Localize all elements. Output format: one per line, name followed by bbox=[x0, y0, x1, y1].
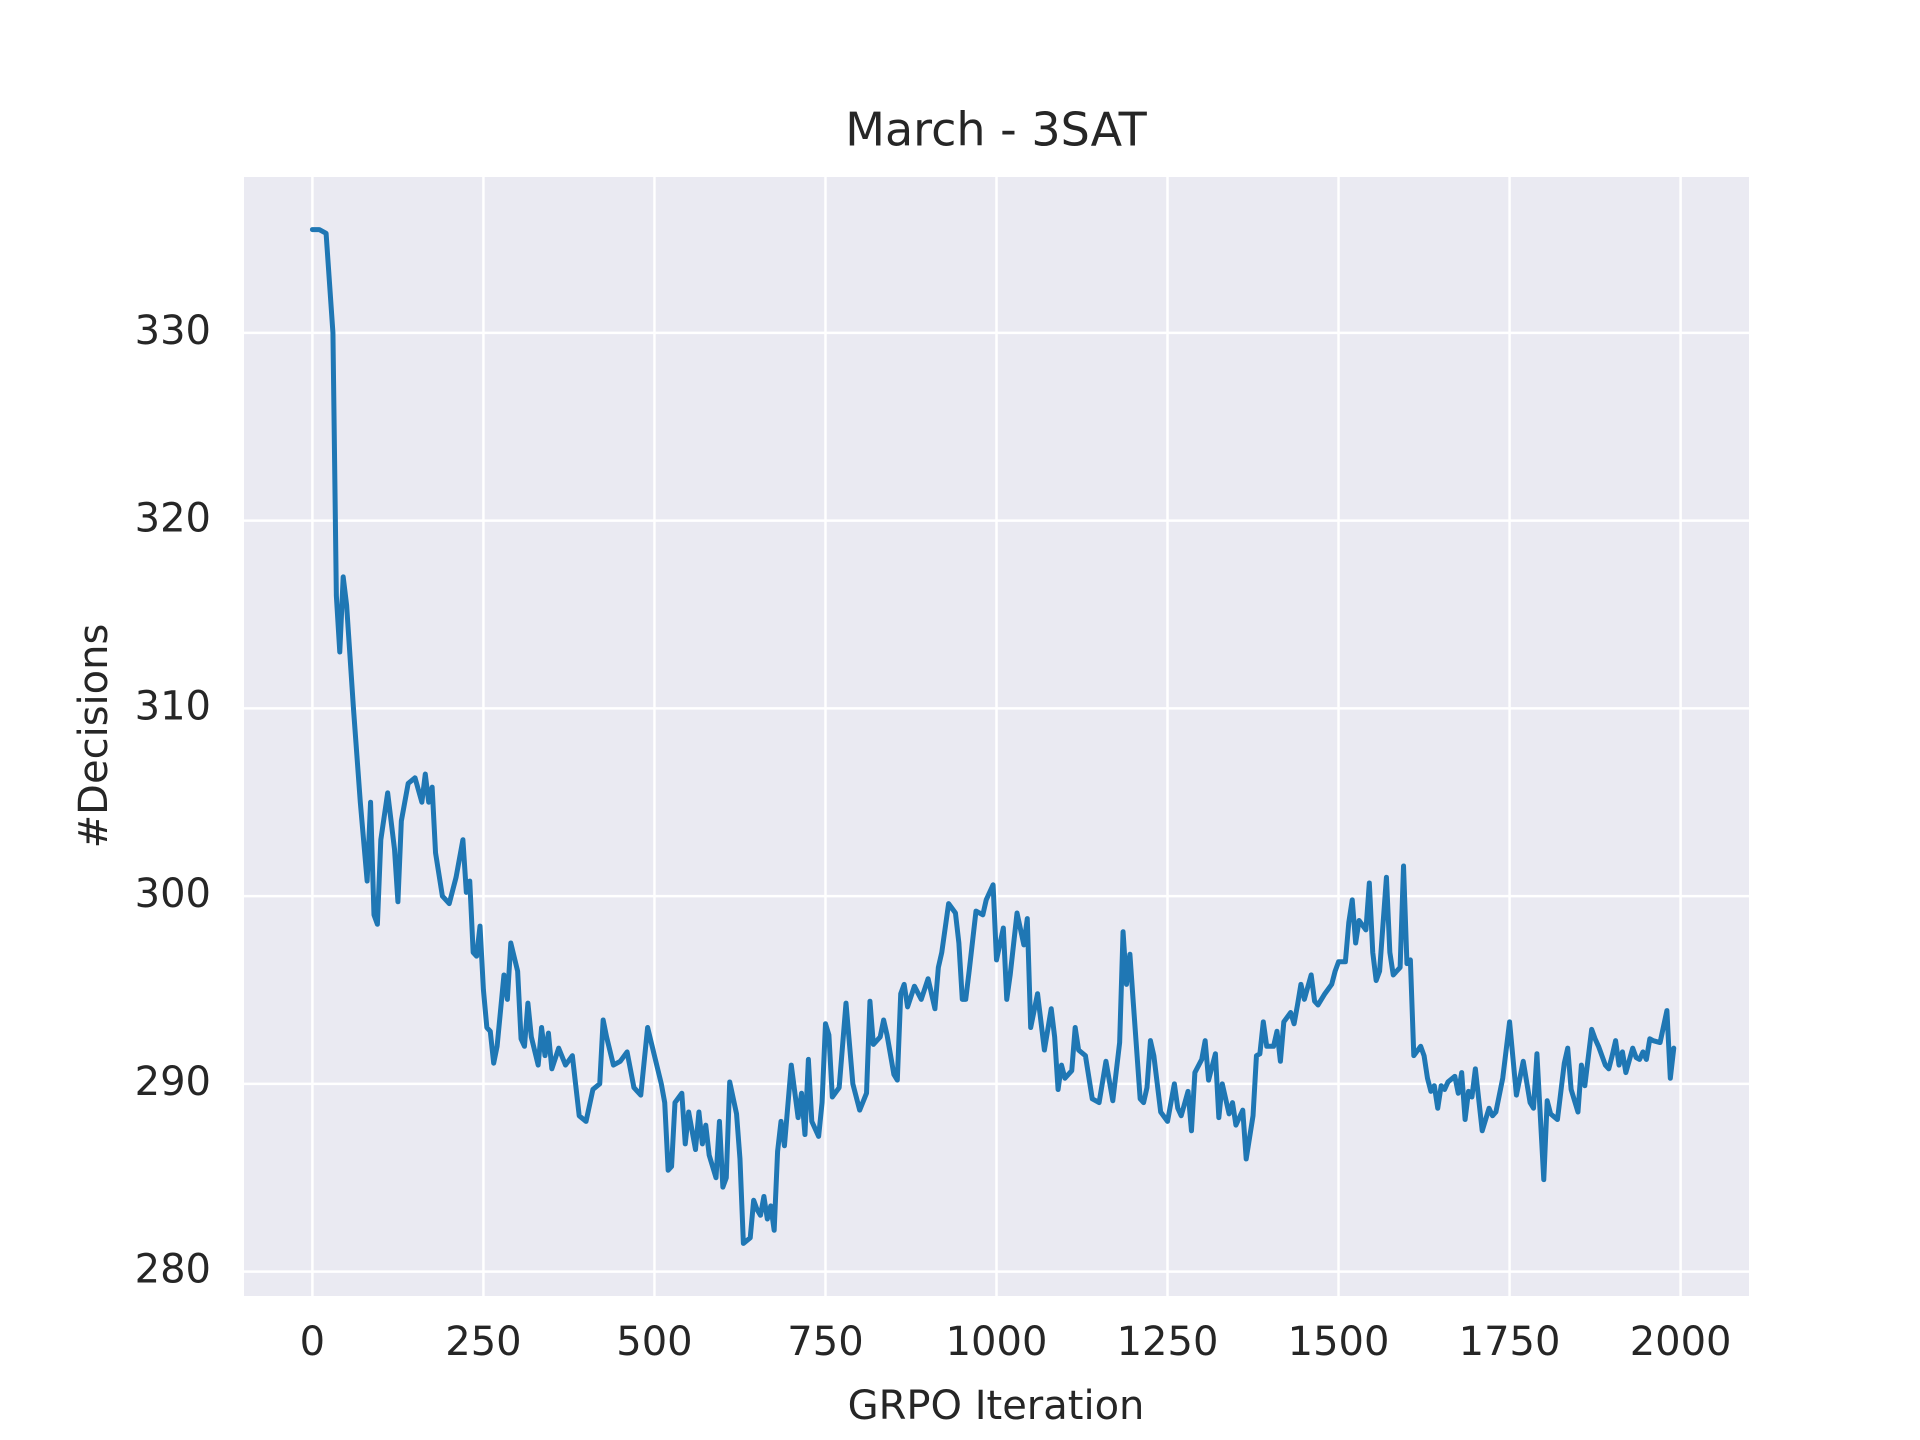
x-tick-label: 1250 bbox=[1117, 1319, 1219, 1365]
y-axis-label: #Decisions bbox=[71, 624, 117, 849]
x-tick-label: 1750 bbox=[1459, 1319, 1561, 1365]
y-tick-label: 320 bbox=[135, 496, 211, 542]
x-tick-label: 1500 bbox=[1288, 1319, 1390, 1365]
y-tick-label: 280 bbox=[135, 1247, 211, 1293]
y-tick-label: 330 bbox=[135, 308, 211, 354]
marks bbox=[309, 227, 1677, 1246]
line-series bbox=[309, 227, 1677, 1246]
grid bbox=[244, 177, 1749, 1296]
x-tick-label: 2000 bbox=[1630, 1319, 1732, 1365]
x-axis-label: GRPO Iteration bbox=[848, 1383, 1145, 1429]
chart-title: March - 3SAT bbox=[845, 103, 1147, 157]
y-tick-label: 290 bbox=[135, 1059, 211, 1105]
x-tick-label: 250 bbox=[445, 1319, 521, 1365]
x-tick-label: 500 bbox=[616, 1319, 692, 1365]
y-tick-label: 310 bbox=[135, 683, 211, 729]
y-tick-label: 300 bbox=[135, 871, 211, 917]
x-tick-label: 1000 bbox=[946, 1319, 1048, 1365]
x-tick-label: 750 bbox=[787, 1319, 863, 1365]
x-tick-label: 0 bbox=[300, 1319, 325, 1365]
